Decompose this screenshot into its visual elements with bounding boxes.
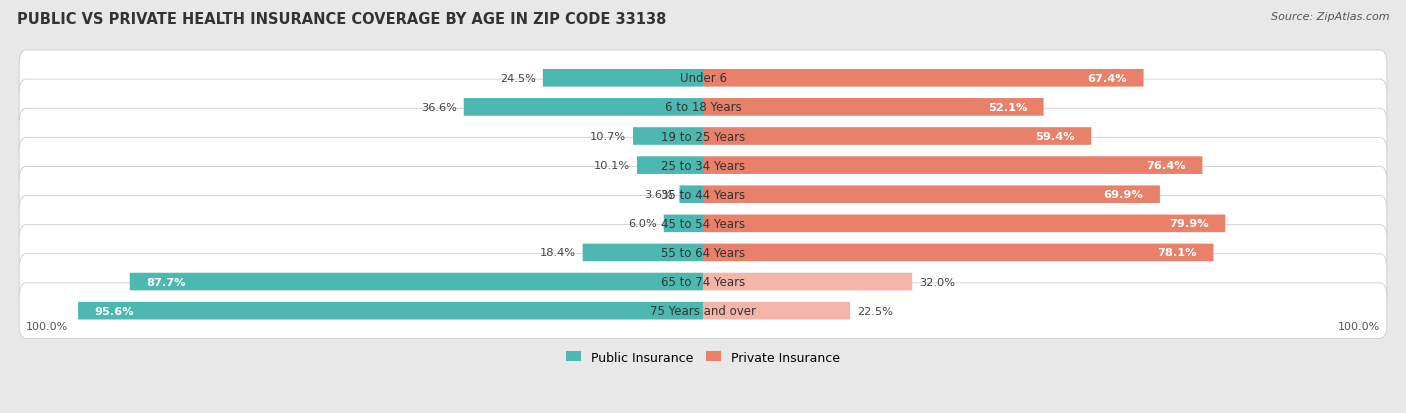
Text: 76.4%: 76.4% (1146, 161, 1185, 171)
FancyBboxPatch shape (703, 215, 1225, 233)
FancyBboxPatch shape (703, 302, 851, 320)
Text: 45 to 54 Years: 45 to 54 Years (661, 217, 745, 230)
FancyBboxPatch shape (703, 244, 1213, 261)
FancyBboxPatch shape (582, 244, 703, 261)
Text: 24.5%: 24.5% (501, 74, 536, 83)
Legend: Public Insurance, Private Insurance: Public Insurance, Private Insurance (567, 351, 839, 363)
Text: 95.6%: 95.6% (94, 306, 135, 316)
FancyBboxPatch shape (20, 80, 1386, 135)
FancyBboxPatch shape (633, 128, 703, 145)
Text: 6.0%: 6.0% (628, 219, 657, 229)
Text: 10.7%: 10.7% (591, 132, 626, 142)
FancyBboxPatch shape (543, 70, 703, 88)
Text: 25 to 34 Years: 25 to 34 Years (661, 159, 745, 172)
FancyBboxPatch shape (703, 128, 1091, 145)
Text: 69.9%: 69.9% (1104, 190, 1143, 200)
FancyBboxPatch shape (79, 302, 703, 320)
Text: 18.4%: 18.4% (540, 248, 576, 258)
Text: 79.9%: 79.9% (1170, 219, 1209, 229)
Text: 100.0%: 100.0% (1337, 321, 1381, 331)
FancyBboxPatch shape (637, 157, 703, 175)
Text: 19 to 25 Years: 19 to 25 Years (661, 130, 745, 143)
Text: Source: ZipAtlas.com: Source: ZipAtlas.com (1271, 12, 1389, 22)
FancyBboxPatch shape (703, 99, 1043, 116)
Text: 78.1%: 78.1% (1157, 248, 1197, 258)
FancyBboxPatch shape (20, 283, 1386, 339)
Text: PUBLIC VS PRIVATE HEALTH INSURANCE COVERAGE BY AGE IN ZIP CODE 33138: PUBLIC VS PRIVATE HEALTH INSURANCE COVER… (17, 12, 666, 27)
FancyBboxPatch shape (20, 225, 1386, 280)
Text: 32.0%: 32.0% (920, 277, 955, 287)
Text: 100.0%: 100.0% (25, 321, 69, 331)
Text: 65 to 74 Years: 65 to 74 Years (661, 275, 745, 288)
Text: 67.4%: 67.4% (1087, 74, 1128, 83)
FancyBboxPatch shape (703, 273, 912, 291)
FancyBboxPatch shape (679, 186, 703, 204)
Text: 36.6%: 36.6% (420, 103, 457, 113)
FancyBboxPatch shape (703, 157, 1202, 175)
FancyBboxPatch shape (129, 273, 703, 291)
FancyBboxPatch shape (20, 196, 1386, 252)
FancyBboxPatch shape (664, 215, 703, 233)
Text: 75 Years and over: 75 Years and over (650, 304, 756, 318)
Text: 3.6%: 3.6% (644, 190, 672, 200)
Text: 55 to 64 Years: 55 to 64 Years (661, 246, 745, 259)
Text: Under 6: Under 6 (679, 72, 727, 85)
FancyBboxPatch shape (703, 186, 1160, 204)
FancyBboxPatch shape (464, 99, 703, 116)
FancyBboxPatch shape (20, 138, 1386, 193)
FancyBboxPatch shape (20, 109, 1386, 164)
FancyBboxPatch shape (20, 51, 1386, 106)
Text: 6 to 18 Years: 6 to 18 Years (665, 101, 741, 114)
Text: 10.1%: 10.1% (593, 161, 630, 171)
Text: 87.7%: 87.7% (146, 277, 186, 287)
Text: 52.1%: 52.1% (987, 103, 1026, 113)
Text: 59.4%: 59.4% (1035, 132, 1074, 142)
FancyBboxPatch shape (20, 167, 1386, 223)
Text: 35 to 44 Years: 35 to 44 Years (661, 188, 745, 201)
Text: 22.5%: 22.5% (856, 306, 893, 316)
FancyBboxPatch shape (20, 254, 1386, 310)
FancyBboxPatch shape (703, 70, 1143, 88)
